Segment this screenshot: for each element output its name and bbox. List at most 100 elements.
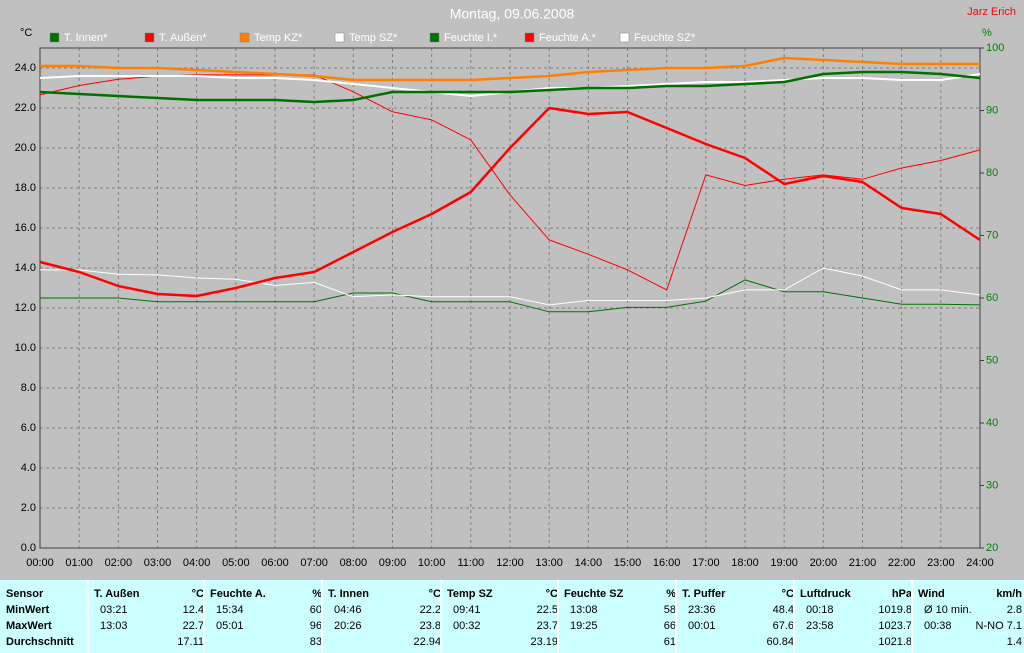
x-tick-label: 02:00 (105, 557, 133, 569)
column-unit: % (312, 588, 322, 600)
x-tick-label: 04:00 (183, 557, 211, 569)
cell-value: 22.94 (413, 636, 441, 648)
x-tick-label: 16:00 (653, 557, 681, 569)
column-unit: km/h (996, 588, 1022, 600)
y-tick-label: 14.0 (15, 262, 36, 274)
cell-value: 48.4 (772, 604, 794, 616)
y2-axis-label: % (982, 27, 992, 39)
y-tick-label: 0.0 (21, 542, 36, 554)
cell-time: 04:46 (334, 604, 362, 616)
cell-time: 23:36 (688, 604, 716, 616)
x-tick-label: 18:00 (731, 557, 759, 569)
x-tick-label: 15:00 (614, 557, 642, 569)
column-separator (321, 580, 323, 653)
column-separator (911, 580, 913, 653)
cell-time: 23:58 (806, 620, 834, 632)
series-line (40, 267, 981, 306)
legend-label: Temp KZ* (254, 32, 303, 44)
x-tick-label: 12:00 (496, 557, 524, 569)
cell-value: 23.19 (530, 636, 558, 648)
cell-value: 1.4 (1006, 636, 1022, 648)
cell-time: 15:34 (216, 604, 244, 616)
cell-value: 67.6 (772, 620, 794, 632)
cell-value: 2.8 (1006, 604, 1022, 616)
y-tick-label: 8.0 (21, 382, 36, 394)
series-line (39, 106, 981, 298)
legend-swatch (239, 32, 250, 43)
cell-value: 17.11 (177, 636, 204, 648)
x-tick-label: 00:00 (26, 557, 54, 569)
legend-label: Feuchte I.* (444, 32, 498, 44)
x-tick-label: 09:00 (379, 557, 407, 569)
column-header: Luftdruck (800, 588, 851, 600)
legend-label: T. Außen* (159, 32, 207, 44)
row-label: Sensor (6, 588, 44, 600)
column-header: Feuchte A. (210, 588, 266, 600)
cell-value: 60.84 (766, 636, 794, 648)
cell-value: 83 (309, 636, 322, 648)
column-separator (87, 580, 89, 653)
x-tick-label: 08:00 (340, 557, 368, 569)
annotation: Jarz Erich (967, 6, 1016, 18)
y-tick-label: 4.0 (21, 462, 36, 474)
column-unit: °C (191, 588, 204, 600)
x-tick-label: 13:00 (535, 557, 563, 569)
cell-value: 23.8 (419, 620, 441, 632)
column-header: Feuchte SZ (564, 588, 624, 600)
y2-tick-label: 40 (986, 417, 998, 429)
legend-swatch (144, 32, 155, 43)
cell-value: 1023.7 (878, 620, 912, 632)
legend-label: Feuchte SZ* (634, 32, 696, 44)
y-tick-label: 10.0 (15, 342, 36, 354)
x-tick-label: 10:00 (418, 557, 446, 569)
legend-swatch (619, 32, 630, 43)
legend-swatch (49, 32, 60, 43)
y2-tick-label: 60 (986, 292, 998, 304)
y-tick-label: 18.0 (15, 182, 36, 194)
x-tick-label: 17:00 (692, 557, 720, 569)
column-unit: °C (545, 588, 558, 600)
cell-value: 22.2 (419, 604, 441, 616)
x-tick-label: 19:00 (770, 557, 798, 569)
cell-value: 58 (663, 604, 676, 616)
cell-time: 13:03 (100, 620, 128, 632)
row-label: Durchschnitt (6, 636, 74, 648)
cell-time: 13:08 (570, 604, 598, 616)
column-unit: % (666, 588, 676, 600)
column-unit: °C (781, 588, 794, 600)
cell-time: 19:25 (570, 620, 598, 632)
cell-value: 1019.8 (878, 604, 912, 616)
x-tick-label: 22:00 (888, 557, 916, 569)
chart: Montag, 09.06.2008 Jarz Erich °C % 0.0 2.… (15, 6, 1016, 569)
column-unit: °C (428, 588, 441, 600)
cell-value: 96 (309, 620, 322, 632)
cell-time: 09:41 (453, 604, 481, 616)
column-header: T. Innen (328, 588, 369, 600)
x-tick-label: 21:00 (849, 557, 877, 569)
x-tick-label: 14:00 (575, 557, 603, 569)
cell-time: 03:21 (100, 604, 128, 616)
y-tick-label: 6.0 (21, 422, 36, 434)
stats-table: Sensor MinWert MaxWert Durchschnitt T. Außen… (0, 580, 1024, 653)
column-header: T. Außen (94, 588, 140, 600)
column-header: Wind (918, 588, 945, 600)
cell-value: N-NO 7.1 (975, 620, 1022, 632)
x-tick-label: 23:00 (927, 557, 955, 569)
cell-time: 00:18 (806, 604, 834, 616)
y-tick-label: 2.0 (21, 502, 36, 514)
cell-time: Ø 10 min. (924, 604, 972, 616)
column-separator (440, 580, 442, 653)
legend-swatch (334, 32, 345, 43)
y2-tick-label: 50 (986, 354, 998, 366)
x-tick-label: 06:00 (261, 557, 289, 569)
y2-tick-label: 80 (986, 167, 998, 179)
x-tick-label: 01:00 (65, 557, 93, 569)
y-axis-label: °C (20, 27, 32, 39)
y2-tick-label: 20 (986, 542, 998, 554)
y2-tick-label: 90 (986, 104, 998, 116)
cell-time: 00:01 (688, 620, 716, 632)
cell-value: 22.5 (536, 604, 558, 616)
y-tick-label: 12.0 (15, 302, 36, 314)
legend-swatch (524, 32, 535, 43)
